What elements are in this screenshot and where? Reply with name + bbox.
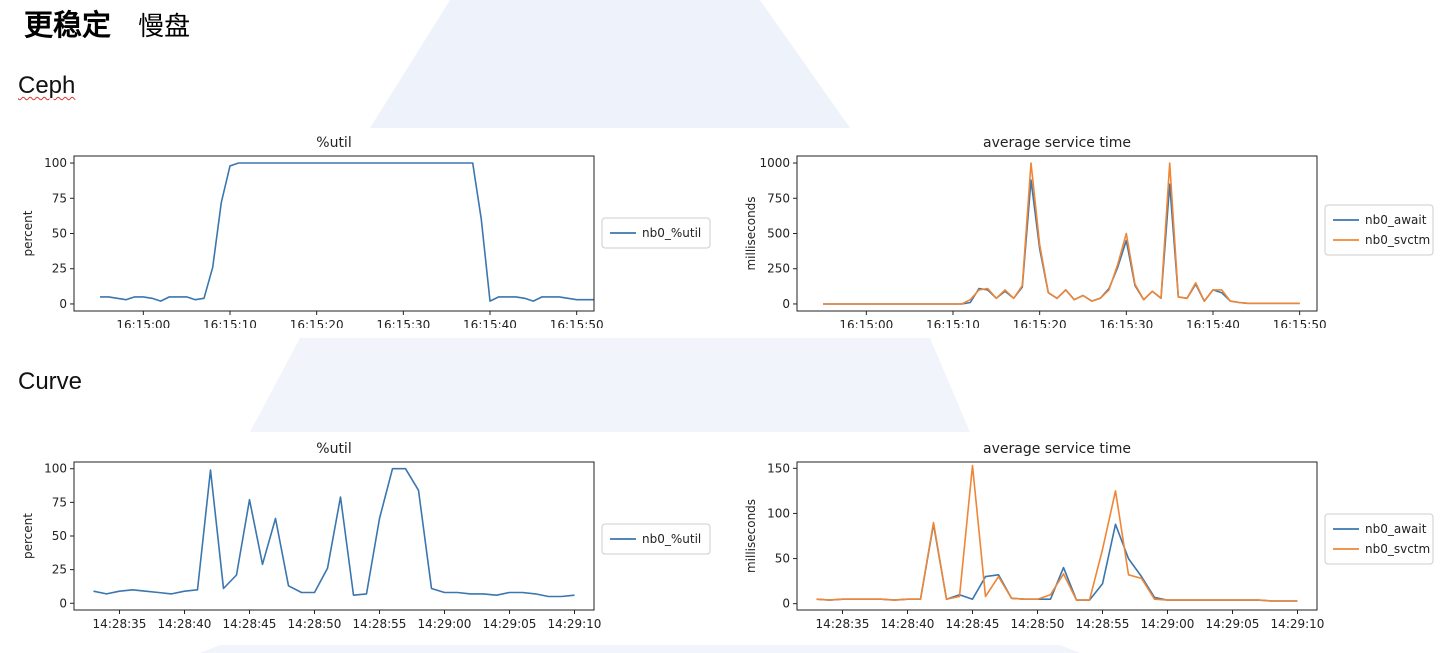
series-line-nb0_%util	[100, 162, 594, 302]
watermark-shape-top	[370, 0, 850, 128]
plot-frame	[73, 155, 595, 312]
y-tick-label: 0	[59, 297, 67, 311]
x-tick-label: 16:15:10	[203, 318, 257, 328]
y-tick-label: 500	[767, 227, 790, 241]
y-tick-label: 25	[52, 563, 67, 577]
x-tick-label: 16:15:10	[926, 318, 980, 328]
x-tick-label: 14:28:40	[158, 617, 212, 631]
legend: nb0_%util	[601, 523, 711, 555]
x-tick-label: 16:15:50	[550, 318, 604, 328]
y-tick-label: 0	[59, 596, 67, 610]
legend-box	[601, 523, 711, 555]
y-axis-label: milliseconds	[744, 499, 758, 573]
x-tick-label: 14:28:35	[816, 617, 870, 631]
title-bold: 更稳定	[24, 8, 112, 42]
x-tick-label: 14:28:50	[288, 617, 342, 631]
x-tick-label: 14:28:55	[1076, 617, 1130, 631]
y-tick-label: 150	[767, 461, 790, 475]
y-axis-label: percent	[21, 513, 35, 559]
x-tick-label: 16:15:20	[1013, 318, 1067, 328]
series-line-nb0_%util	[93, 467, 575, 598]
chart-curve-util: %util percent 0 25 50 75 100 14:28:35 14:28:40 14…	[21, 441, 711, 631]
y-axis-label: percent	[21, 210, 35, 256]
legend: nb0_await nb0_svctm	[1324, 204, 1434, 256]
x-tick-label: 14:28:45	[223, 617, 277, 631]
legend-label: nb0_%util	[642, 532, 701, 546]
x-tick-label: 16:15:50	[1273, 318, 1327, 328]
chart-title: average service time	[983, 135, 1131, 151]
legend: nb0_%util	[601, 217, 711, 249]
chart-title: %util	[316, 135, 351, 151]
chart-title: %util	[316, 441, 351, 457]
y-tick-label: 0	[782, 297, 790, 311]
section-label-ceph: Ceph	[18, 72, 76, 99]
slide-title: 更稳定 慢盘	[24, 2, 190, 42]
x-tick-label: 16:15:30	[376, 318, 430, 328]
chart-ceph-service-time: average service time milliseconds 0 250 500 7…	[744, 135, 1434, 328]
plot-frame	[796, 155, 1318, 312]
watermark-shape-bottom	[200, 645, 1080, 653]
legend-label: nb0_svctm	[1365, 233, 1430, 247]
y-tick-label: 100	[767, 506, 790, 520]
y-tick-label: 250	[767, 262, 790, 276]
series-line-nb0_await	[823, 179, 1300, 305]
y-tick-label: 100	[44, 156, 67, 170]
y-tick-label: 1000	[759, 156, 790, 170]
chart-curve-service-time: average service time milliseconds 0 50 100 15…	[744, 441, 1434, 631]
x-tick-label: 16:15:30	[1099, 318, 1153, 328]
x-tick-label: 14:29:00	[1141, 617, 1195, 631]
y-tick-label: 50	[52, 227, 67, 241]
chart-title: average service time	[983, 441, 1131, 457]
chart-ceph-util: %util percent 0 25 50 75 100 16:15:00 16:15:10 16…	[21, 135, 711, 328]
y-tick-label: 25	[52, 262, 67, 276]
watermark-shape-mid	[250, 338, 970, 432]
x-tick-label: 14:29:00	[418, 617, 472, 631]
legend: nb0_await nb0_svctm	[1324, 513, 1434, 565]
x-tick-label: 14:28:35	[93, 617, 147, 631]
y-tick-label: 750	[767, 191, 790, 205]
x-tick-label: 16:15:40	[463, 318, 517, 328]
x-tick-label: 14:29:10	[1271, 617, 1325, 631]
y-tick-label: 75	[52, 495, 67, 509]
x-tick-label: 14:28:50	[1011, 617, 1065, 631]
x-tick-label: 14:29:05	[483, 617, 537, 631]
plot-frame	[796, 461, 1318, 611]
y-tick-label: 50	[52, 529, 67, 543]
y-axis-label: milliseconds	[744, 196, 758, 270]
x-tick-label: 14:28:40	[881, 617, 935, 631]
y-tick-label: 50	[775, 552, 790, 566]
x-tick-label: 16:15:40	[1186, 318, 1240, 328]
legend-box	[1324, 204, 1434, 256]
x-tick-label: 14:29:10	[548, 617, 602, 631]
series-line-nb0_await	[816, 523, 1298, 602]
x-tick-label: 14:29:05	[1206, 617, 1260, 631]
section-label-curve: Curve	[18, 368, 83, 395]
legend-label: nb0_%util	[642, 226, 701, 240]
x-tick-label: 14:28:45	[946, 617, 1000, 631]
y-tick-label: 75	[52, 191, 67, 205]
y-tick-label: 0	[782, 597, 790, 611]
x-tick-label: 14:28:55	[353, 617, 407, 631]
series-line-nb0_svctm	[823, 162, 1300, 305]
x-tick-label: 16:15:00	[839, 318, 893, 328]
legend-label: nb0_svctm	[1365, 542, 1430, 556]
x-tick-label: 16:15:00	[116, 318, 170, 328]
legend-label: nb0_await	[1365, 522, 1427, 536]
legend-box	[1324, 513, 1434, 565]
legend-box	[601, 217, 711, 249]
series-line-nb0_svctm	[816, 464, 1298, 602]
title-light: 慢盘	[138, 12, 191, 42]
y-tick-label: 100	[44, 462, 67, 476]
legend-label: nb0_await	[1365, 213, 1427, 227]
x-tick-label: 16:15:20	[290, 318, 344, 328]
